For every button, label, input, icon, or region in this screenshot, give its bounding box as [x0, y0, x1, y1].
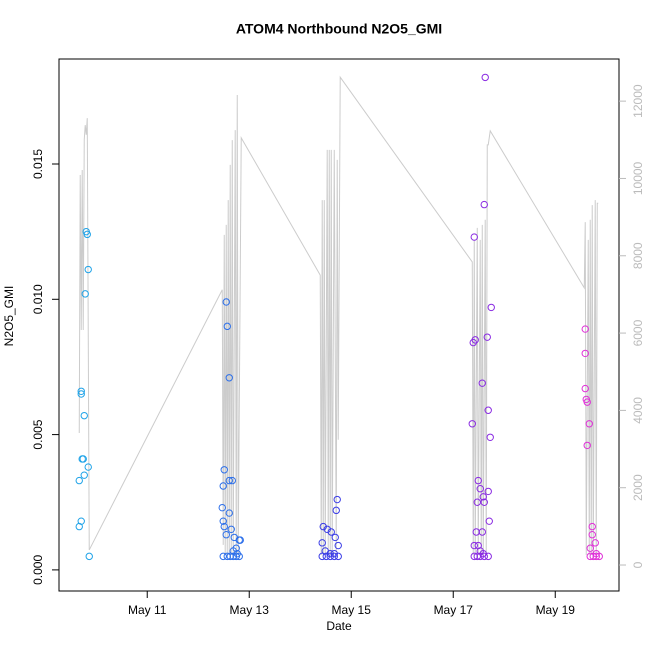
data-point [220, 522, 228, 531]
data-point [222, 298, 230, 306]
data-point [77, 387, 85, 395]
y2-tick-label: 0 [631, 561, 645, 568]
y-axis-label: N2O5_GMI [2, 286, 16, 347]
data-point [85, 552, 93, 561]
data-point [77, 390, 85, 398]
data-point [227, 525, 235, 534]
data-point [478, 528, 486, 536]
data-point [581, 384, 589, 393]
data-point [478, 379, 486, 387]
data-point [318, 552, 326, 561]
data-point [84, 463, 92, 471]
data-point [479, 493, 487, 501]
data-point [228, 476, 236, 485]
data-point [474, 476, 482, 485]
data-point [581, 349, 589, 358]
data-point [588, 531, 596, 539]
data-point [219, 517, 227, 525]
data-point [332, 506, 340, 515]
x-tick-label: May 17 [434, 603, 474, 617]
data-point [480, 552, 488, 561]
y2-tick-label: 12000 [631, 84, 645, 118]
data-point [225, 509, 233, 517]
data-point [331, 533, 339, 542]
y2-tick-label: 8000 [631, 242, 645, 269]
x-tick-label: May 19 [536, 603, 576, 617]
data-point [586, 544, 594, 552]
data-point [326, 552, 334, 561]
data-point [78, 455, 86, 463]
data-point [83, 230, 91, 239]
data-point [220, 466, 228, 474]
data-point [485, 517, 493, 525]
data-point [77, 517, 85, 525]
data-point [80, 411, 88, 420]
data-point [481, 73, 489, 82]
y-tick-label: 0.010 [31, 284, 45, 314]
data-point [236, 536, 244, 544]
data-point [334, 552, 342, 561]
altitude-line [78, 75, 599, 555]
data-point [476, 552, 484, 561]
data-point [583, 441, 591, 450]
data-point [469, 338, 477, 347]
x-tick-label: May 13 [230, 603, 270, 617]
data-point [484, 552, 492, 561]
data-point [470, 233, 478, 241]
data-point [480, 498, 488, 506]
data-point [81, 290, 89, 298]
data-point [222, 531, 230, 539]
data-point [476, 485, 484, 493]
data-point [84, 265, 92, 274]
data-point [225, 476, 233, 485]
y-tick-label: 0.000 [31, 555, 45, 585]
y-tick-label: 0.015 [31, 149, 45, 179]
y2-tick-label: 2000 [631, 474, 645, 501]
data-point [581, 325, 589, 333]
data-point [318, 539, 326, 547]
data-point [219, 552, 227, 561]
data-point [330, 552, 338, 561]
data-point [484, 487, 492, 496]
data-point [334, 541, 342, 550]
data-point [219, 482, 227, 490]
data-point [585, 420, 593, 428]
data-point [582, 395, 590, 404]
data-point [333, 495, 341, 504]
y-tick-label: 0.005 [31, 419, 45, 449]
data-point [468, 420, 476, 428]
data-point [473, 498, 481, 506]
x-axis-label: Date [326, 619, 352, 633]
data-point [480, 200, 488, 209]
data-point [473, 552, 481, 561]
x-tick-label: May 15 [332, 603, 372, 617]
data-point [80, 471, 88, 479]
data-point [486, 433, 494, 441]
x-tick-label: May 11 [128, 603, 167, 617]
data-point [595, 552, 603, 561]
y2-tick-label: 6000 [631, 319, 645, 346]
data-point [592, 552, 600, 561]
y2-tick-label: 10000 [631, 161, 645, 195]
data-point [322, 552, 330, 561]
data-point [218, 503, 226, 512]
data-point [225, 374, 233, 382]
data-point [327, 528, 335, 536]
chart-title: ATOM4 Northbound N2O5_GMI [236, 21, 442, 37]
y2-tick-label: 4000 [631, 397, 645, 424]
data-point [233, 549, 241, 558]
data-point [588, 522, 596, 531]
data-point [487, 303, 495, 312]
data-point [75, 476, 83, 485]
data-point [470, 541, 478, 550]
data-point [223, 322, 231, 331]
data-point [483, 333, 491, 341]
plot-frame [58, 58, 620, 592]
data-point [591, 539, 599, 547]
data-point [484, 406, 492, 414]
